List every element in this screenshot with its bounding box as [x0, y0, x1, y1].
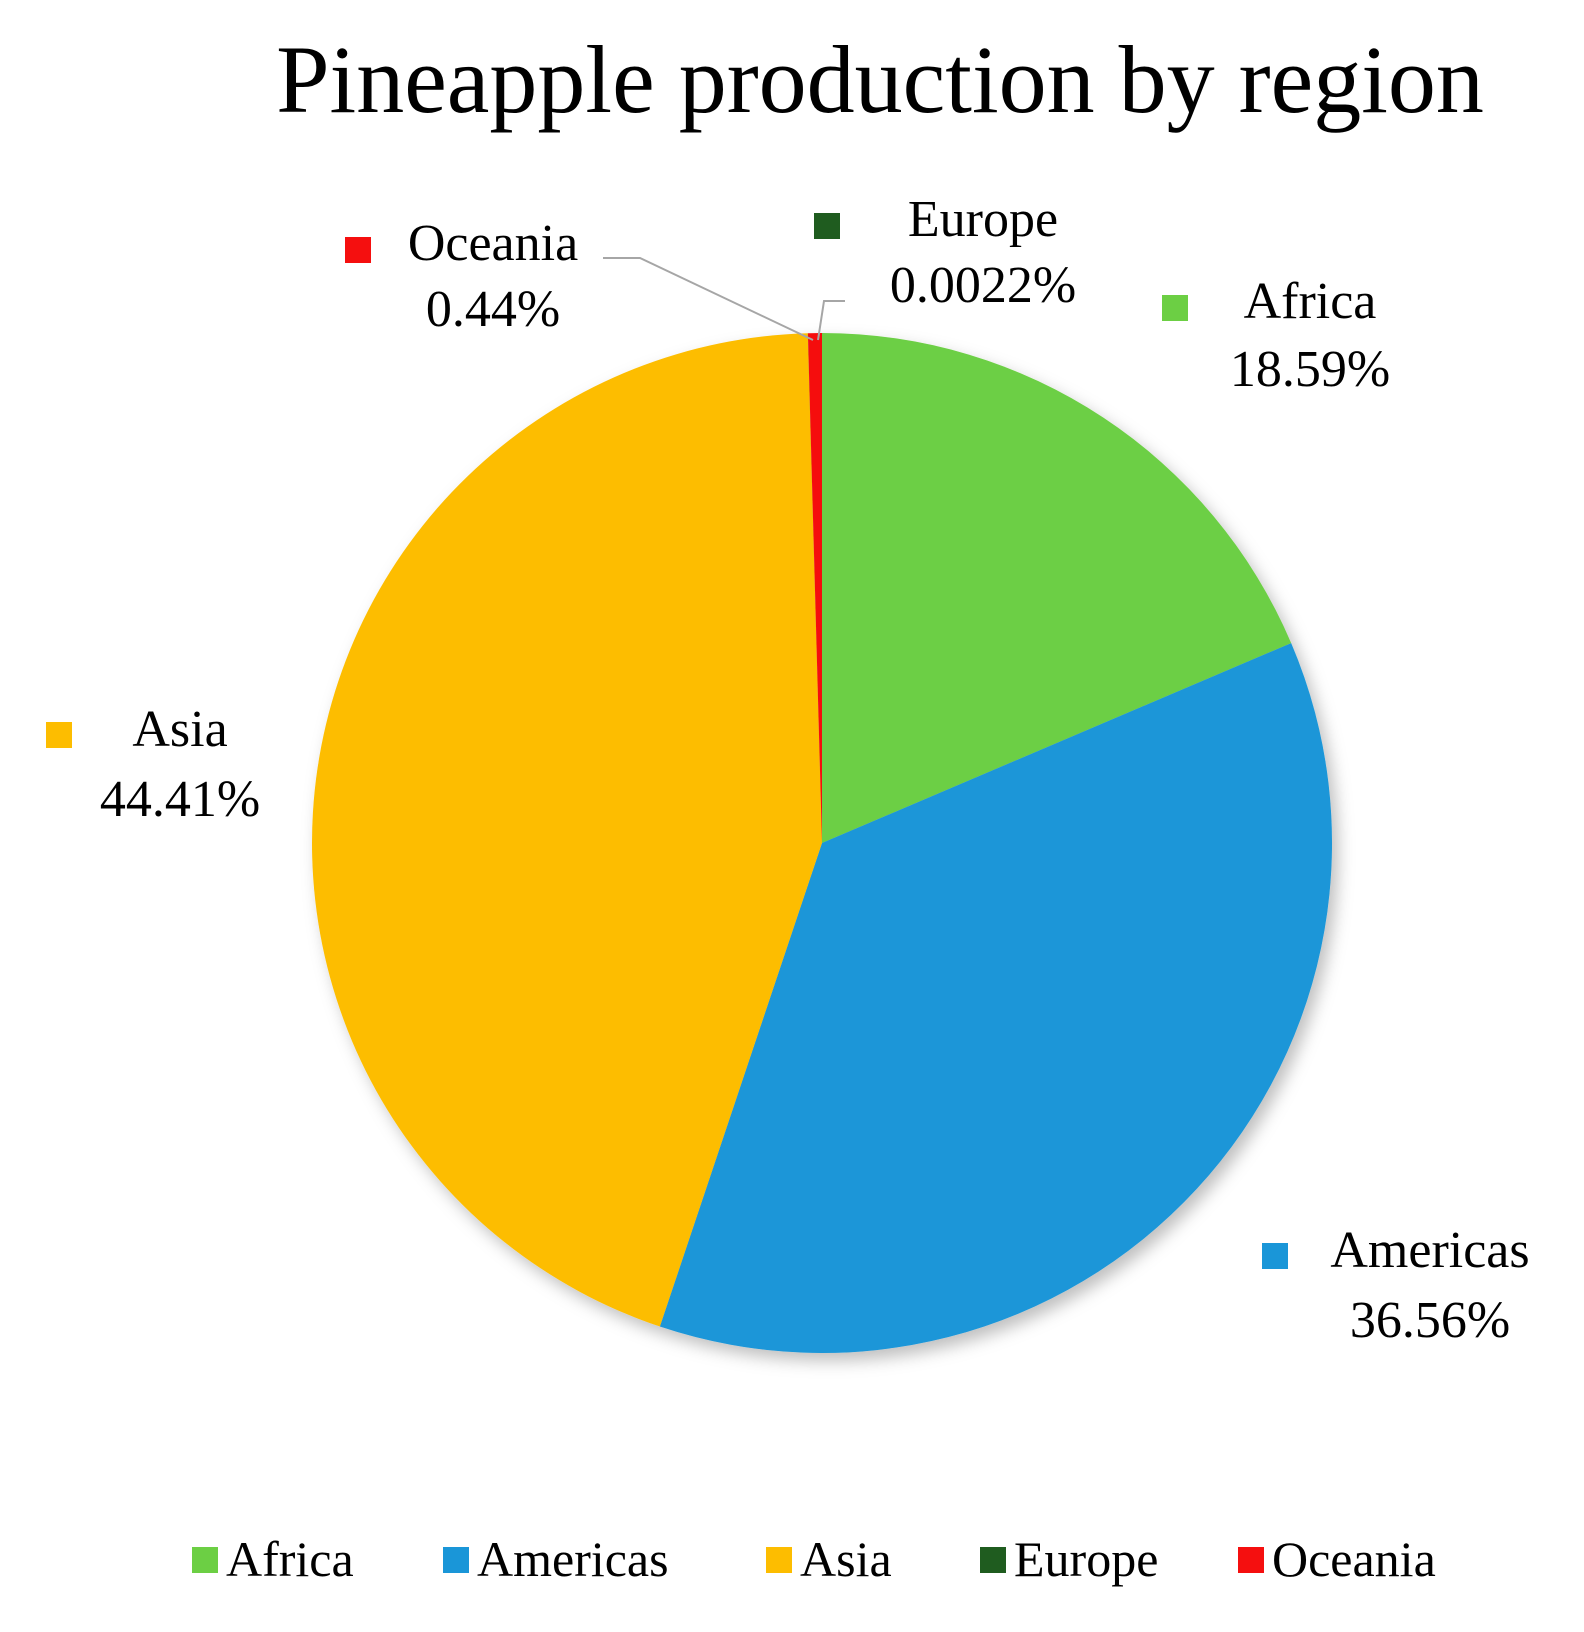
pie-slice-oceania: [807, 333, 822, 843]
data-label-value-asia: 44.41%: [100, 771, 260, 828]
legend-swatch-asia: [766, 1547, 792, 1573]
data-labels: Africa 18.59% Americas 36.56% Asia 44.41% Euro…: [46, 191, 1530, 1349]
data-label-swatch-asia: [46, 722, 72, 748]
pie-slice-europe: [807, 333, 822, 843]
legend-swatch-africa: [192, 1547, 218, 1573]
data-label-value-europe: 0.0022%: [890, 257, 1076, 314]
data-label-value-americas: 36.56%: [1350, 1292, 1510, 1349]
data-label-swatch-americas: [1262, 1243, 1288, 1269]
data-label-value-oceania: 0.44%: [426, 281, 560, 338]
leader-lines: [603, 257, 845, 341]
pie-slice-africa: [822, 333, 1292, 843]
legend-swatch-americas: [443, 1547, 469, 1573]
data-label-name-americas: Americas: [1330, 1222, 1529, 1279]
legend-label-oceania: Oceania: [1272, 1531, 1436, 1587]
data-label-name-europe: Europe: [908, 191, 1058, 248]
legend-label-africa: Africa: [226, 1531, 354, 1587]
data-label-name-africa: Africa: [1244, 273, 1377, 330]
data-label-swatch-oceania: [345, 237, 371, 263]
pie-slice-asia: [311, 333, 822, 1327]
legend-label-asia: Asia: [800, 1531, 892, 1587]
data-label-name-oceania: Oceania: [408, 215, 578, 272]
legend-swatch-europe: [980, 1547, 1006, 1573]
data-label-name-asia: Asia: [132, 701, 227, 758]
legend: Africa Americas Asia Europe Oceania: [192, 1531, 1436, 1587]
data-label-swatch-africa: [1162, 295, 1188, 321]
chart-title: Pineapple production by region: [276, 26, 1484, 133]
pie-slices: [311, 333, 1333, 1353]
pie-slice-americas: [659, 643, 1333, 1353]
data-label-value-africa: 18.59%: [1230, 341, 1390, 398]
data-label-swatch-europe: [814, 213, 840, 239]
legend-label-americas: Americas: [477, 1531, 669, 1587]
leader-line-oceania: [603, 257, 814, 341]
legend-swatch-oceania: [1238, 1547, 1264, 1573]
leader-line-europe: [817, 300, 845, 341]
legend-label-europe: Europe: [1014, 1531, 1158, 1587]
